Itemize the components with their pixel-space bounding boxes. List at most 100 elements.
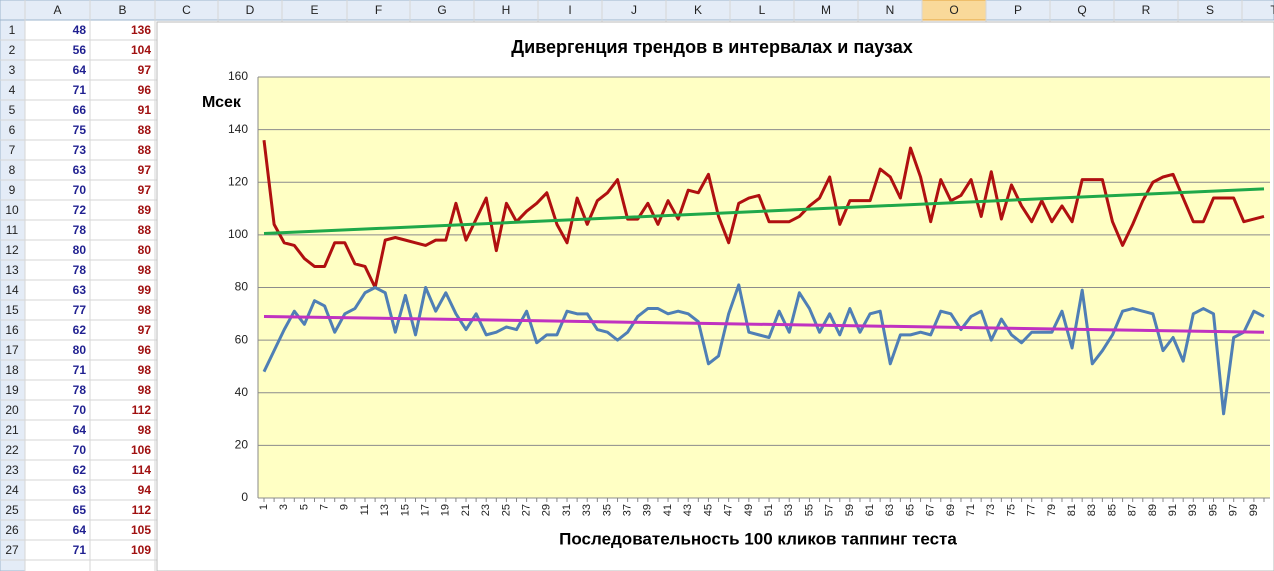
cell: 114 [132, 463, 152, 477]
x-tick-label: 77 [1026, 504, 1038, 516]
cell: 88 [138, 223, 152, 237]
y-tick-label: 40 [235, 385, 249, 399]
x-tick-label: 89 [1147, 504, 1159, 516]
cell: 97 [138, 163, 152, 177]
cell: 98 [138, 303, 152, 317]
cell: 78 [73, 223, 87, 237]
column-header: P [1014, 3, 1022, 17]
chart: Дивергенция трендов в интервалах и пауза… [156, 21, 1274, 571]
x-tick-label: 7 [319, 504, 331, 510]
x-tick-label: 75 [1005, 504, 1017, 516]
row-header-bar [0, 19, 26, 571]
x-tick-label: 57 [824, 504, 836, 516]
cell: 94 [138, 483, 152, 497]
x-tick-label: 17 [420, 504, 432, 516]
x-tick-label: 25 [500, 504, 512, 516]
cell: 89 [138, 203, 152, 217]
cell: 96 [138, 343, 152, 357]
x-tick-label: 51 [763, 504, 775, 516]
cell: 97 [138, 323, 152, 337]
row-header: 17 [5, 343, 19, 357]
x-tick-label: 41 [662, 504, 674, 516]
trend-line [263, 187, 1265, 236]
cell: 71 [73, 83, 87, 97]
chart-title: Дивергенция трендов в интервалах и пауза… [511, 37, 913, 57]
row-header: 7 [9, 143, 16, 157]
column-header: N [886, 3, 895, 17]
x-tick-label: 81 [1066, 504, 1078, 516]
cell: 64 [73, 423, 87, 437]
row-header: 11 [6, 223, 19, 237]
column-header: Q [1077, 3, 1086, 17]
row-header: 23 [5, 463, 19, 477]
row-header: 19 [5, 383, 19, 397]
x-tick-label: 87 [1127, 504, 1139, 516]
x-tick-label: 1 [258, 504, 270, 510]
row-header: 16 [5, 323, 19, 337]
x-tick-label: 85 [1106, 504, 1118, 516]
cell: 71 [73, 363, 87, 377]
x-tick-label: 39 [642, 504, 654, 516]
column-header: B [118, 3, 126, 17]
row-header: 14 [5, 283, 19, 297]
x-tick-label: 29 [541, 504, 553, 516]
column-header: E [310, 3, 318, 17]
x-tick-label: 49 [743, 504, 755, 516]
y-tick-label: 160 [228, 69, 248, 83]
y-tick-label: 0 [241, 490, 248, 504]
x-tick-label: 5 [298, 504, 310, 510]
x-tick-label: 71 [965, 504, 977, 516]
cell: 78 [73, 383, 87, 397]
column-header: H [502, 3, 511, 17]
x-tick-label: 55 [803, 504, 815, 516]
cell: 48 [73, 23, 87, 37]
y-tick-label: 100 [228, 227, 248, 241]
cell: 72 [73, 203, 87, 217]
x-tick-label: 61 [864, 504, 876, 516]
row-header: 10 [5, 203, 19, 217]
column-header: J [631, 3, 637, 17]
cell: 63 [73, 283, 87, 297]
row-header: 1 [9, 23, 16, 37]
y-tick-label: 80 [235, 280, 249, 294]
cell: 73 [73, 143, 87, 157]
cell: 70 [73, 183, 87, 197]
row-header: 24 [5, 483, 19, 497]
row-header: 2 [9, 43, 16, 57]
cell: 99 [138, 283, 152, 297]
x-tick-label: 83 [1086, 504, 1098, 516]
x-tick-label: 15 [399, 504, 411, 516]
cell: 97 [138, 63, 152, 77]
y-tick-label: 60 [235, 332, 249, 346]
y-tick-label: 140 [228, 122, 248, 136]
cell: 136 [131, 23, 151, 37]
cell: 88 [138, 143, 152, 157]
x-tick-label: 45 [702, 504, 714, 516]
cell: 77 [73, 303, 87, 317]
row-header: 4 [9, 83, 16, 97]
cell: 98 [138, 423, 152, 437]
row-header: 13 [5, 263, 19, 277]
cell: 62 [73, 463, 87, 477]
x-tick-label: 67 [925, 504, 937, 516]
cell: 80 [73, 343, 87, 357]
cell: 75 [73, 123, 87, 137]
data-line [262, 139, 1265, 289]
row-header: 20 [5, 403, 19, 417]
cell: 66 [73, 103, 87, 117]
row-header: 12 [5, 243, 19, 257]
y-tick-label: 120 [228, 174, 248, 188]
x-tick-label: 79 [1046, 504, 1058, 516]
row-header: 22 [5, 443, 19, 457]
cell: 104 [131, 43, 151, 57]
column-header: F [375, 3, 382, 17]
column-header: D [246, 3, 255, 17]
x-tick-label: 3 [278, 504, 290, 510]
x-tick-label: 93 [1187, 504, 1199, 516]
x-tick-label: 23 [480, 504, 492, 516]
column-header: I [568, 3, 571, 17]
cell: 78 [73, 263, 87, 277]
cell: 70 [73, 403, 87, 417]
row-header: 26 [5, 523, 19, 537]
x-tick-label: 65 [904, 504, 916, 516]
